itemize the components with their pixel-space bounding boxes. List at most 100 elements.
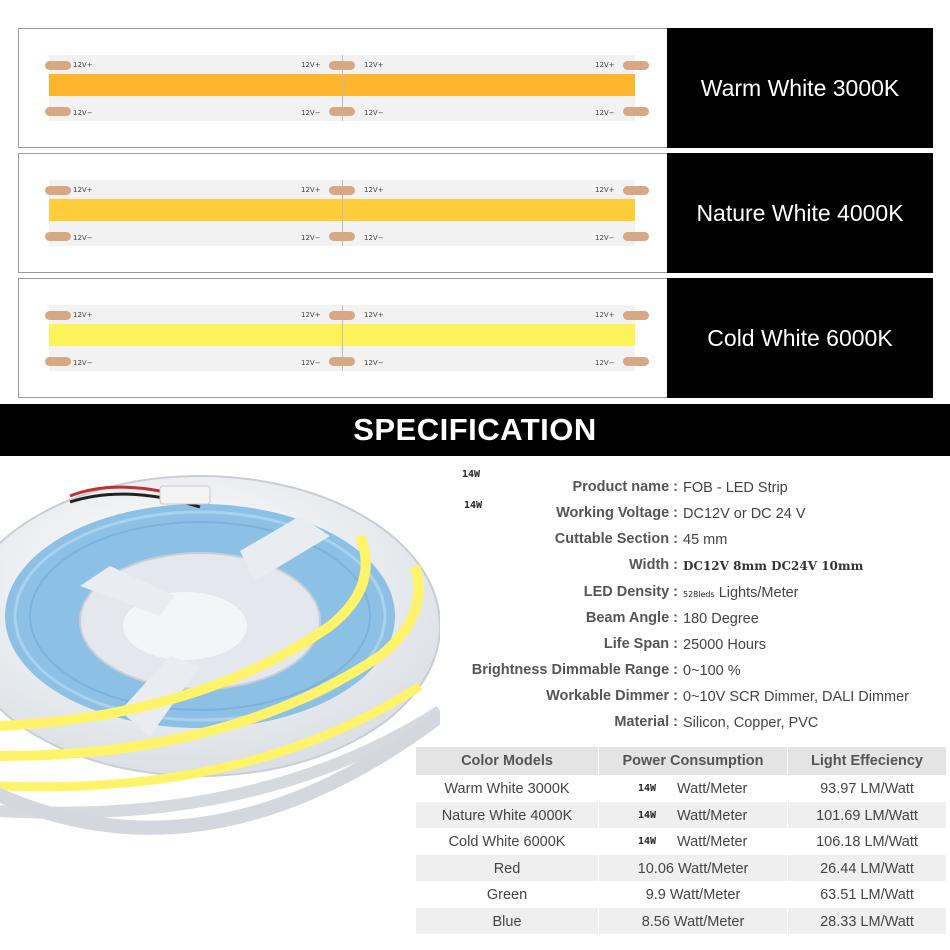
spec-key: Working Voltage :: [556, 505, 678, 521]
color-label: Cold White 6000K: [667, 278, 933, 398]
table-row: Cold White 6000K 14W Watt/Meter 106.18 LM…: [416, 828, 946, 855]
spec-row-beam-angle: Beam Angle : 180 Degree: [440, 610, 950, 636]
polarity-mark: 12V−: [595, 359, 615, 367]
table-header: Color Models: [461, 753, 553, 769]
solder-pad: [45, 186, 71, 195]
spec-key: Width :: [629, 557, 678, 573]
solder-pad: [45, 232, 71, 241]
polarity-mark: 12V+: [595, 311, 615, 319]
power-unit: Watt/Meter: [677, 834, 748, 850]
spec-row-material: Material : Silicon, Copper, PVC: [440, 714, 950, 740]
table-cell-power: 14W Watt/Meter: [598, 801, 788, 828]
table-cell-efficiency: 26.44 LM/Watt: [820, 860, 914, 877]
color-model-table: Color Models Power Consumption Light Eff…: [416, 747, 946, 934]
spec-row-dimmable-range: Brightness Dimmable Range : 0~100 %: [440, 662, 950, 688]
power-value: 14W: [638, 783, 657, 794]
table-row: Nature White 4000K 14W Watt/Meter 101.69 …: [416, 801, 946, 828]
table-header: Power Consumption: [598, 747, 788, 775]
spec-value: 180 Degree: [683, 611, 759, 627]
table-header: Light Effeciency: [811, 753, 923, 769]
solder-pad: [45, 61, 71, 70]
table-cell-model: Warm White 3000K: [444, 781, 570, 797]
spec-key: Material :: [614, 714, 678, 730]
polarity-mark: 12V+: [301, 186, 321, 194]
table-cell-model: Green: [486, 887, 528, 903]
solder-pad: [45, 357, 71, 366]
spec-value: 25000 Hours: [683, 637, 767, 653]
spec-value: 0~10V SCR Dimmer, DALI Dimmer: [683, 689, 910, 705]
polarity-mark: 12V+: [364, 61, 384, 69]
nature-white-panel: 12V+ 12V− 12V+ 12V− 12V+ 12V− 12V+ 12V− …: [18, 153, 933, 273]
table-cell-power: 14W Watt/Meter: [598, 775, 788, 802]
table-cell-model: Blue: [492, 913, 522, 930]
polarity-mark: 12V−: [595, 109, 615, 117]
polarity-mark: 12V−: [364, 234, 384, 242]
polarity-mark: 12V−: [301, 359, 321, 367]
power-note: 14W: [464, 500, 483, 511]
polarity-mark: 12V−: [364, 109, 384, 117]
solder-pad: [329, 311, 355, 320]
solder-pad: [623, 357, 649, 366]
warm-white-strip-image: 12V+ 12V− 12V+ 12V− 12V+ 12V− 12V+ 12V−: [19, 29, 667, 147]
table-cell-power: 14W Watt/Meter: [598, 828, 788, 855]
solder-pad: [329, 61, 355, 70]
polarity-mark: 12V−: [73, 109, 93, 117]
led-strip: 12V+ 12V− 12V+ 12V− 12V+ 12V− 12V+ 12V−: [45, 180, 649, 246]
polarity-mark: 12V+: [73, 311, 93, 319]
spec-key: Beam Angle :: [585, 610, 678, 626]
solder-pad: [45, 311, 71, 320]
color-label: Warm White 3000K: [667, 28, 933, 148]
warm-white-panel: 12V+ 12V− 12V+ 12V− 12V+ 12V− 12V+ 12V− …: [18, 28, 933, 148]
spec-row-cuttable-section: Cuttable Section : 45 mm: [440, 531, 950, 557]
solder-pad: [329, 186, 355, 195]
spec-key: LED Density :: [583, 584, 678, 600]
table-cell-model: Red: [493, 860, 521, 877]
table-cell-power: 10.06 Watt/Meter: [598, 854, 788, 881]
table-header-row: Color Models Power Consumption Light Eff…: [416, 747, 946, 775]
table-cell-power: 8.56 Watt/Meter: [598, 907, 788, 934]
cold-white-panel: 12V+ 12V− 12V+ 12V− 12V+ 12V− 12V+ 12V− …: [18, 278, 933, 398]
table-cell-model: Nature White 4000K: [441, 807, 573, 824]
table-cell-efficiency: 28.33 LM/Watt: [820, 913, 914, 930]
spec-value: 45 mm: [683, 532, 728, 548]
polarity-mark: 12V−: [73, 234, 93, 242]
spec-value: DC12V or DC 24 V: [683, 506, 806, 522]
table-cell-efficiency: 93.97 LM/Watt: [820, 781, 914, 797]
spec-value: 0~100 %: [683, 663, 741, 679]
solder-pad: [329, 107, 355, 116]
solder-pad: [623, 311, 649, 320]
polarity-mark: 12V−: [301, 234, 321, 242]
spec-key: Cuttable Section :: [554, 531, 678, 547]
table-row: Blue 8.56 Watt/Meter 28.33 LM/Watt: [416, 907, 946, 934]
spec-key: Product name :: [572, 479, 678, 495]
table-row: Warm White 3000K 14W Watt/Meter 93.97 LM/…: [416, 775, 946, 802]
led-strip: 12V+ 12V− 12V+ 12V− 12V+ 12V− 12V+ 12V−: [45, 55, 649, 121]
polarity-mark: 12V+: [301, 61, 321, 69]
spec-value: DC12V 8mm DC24V 10mm: [683, 559, 864, 573]
polarity-mark: 12V−: [595, 234, 615, 242]
polarity-mark: 12V+: [73, 186, 93, 194]
solder-pad: [329, 232, 355, 241]
cut-line: [342, 180, 343, 246]
cut-line: [342, 55, 343, 121]
polarity-mark: 12V+: [595, 186, 615, 194]
table-cell-efficiency: 63.51 LM/Watt: [820, 887, 914, 903]
spec-value: 528leds Lights/Meter: [683, 585, 799, 601]
spec-value: Silicon, Copper, PVC: [683, 715, 819, 731]
specification-banner: SPECIFICATION: [0, 404, 950, 456]
spec-row-width: Width : DC12V 8mm DC24V 10mm: [440, 557, 950, 583]
spec-row-life-span: Life Span : 25000 Hours: [440, 636, 950, 662]
polarity-mark: 12V+: [364, 186, 384, 194]
table-cell-power: 9.9 Watt/Meter: [598, 881, 788, 908]
solder-pad: [623, 107, 649, 116]
cut-line: [342, 305, 343, 371]
led-strip: 12V+ 12V− 12V+ 12V− 12V+ 12V− 12V+ 12V−: [45, 305, 649, 371]
spec-row-working-voltage: Working Voltage : DC12V or DC 24 V: [440, 505, 950, 531]
table-row: Red 10.06 Watt/Meter 26.44 LM/Watt: [416, 854, 946, 881]
solder-pad: [623, 61, 649, 70]
spec-key: Workable Dimmer :: [546, 688, 678, 704]
table-row: Green 9.9 Watt/Meter 63.51 LM/Watt: [416, 881, 946, 908]
polarity-mark: 12V+: [301, 311, 321, 319]
power-value: 14W: [638, 809, 657, 821]
spec-row-led-density: LED Density : 528leds Lights/Meter: [440, 584, 950, 610]
